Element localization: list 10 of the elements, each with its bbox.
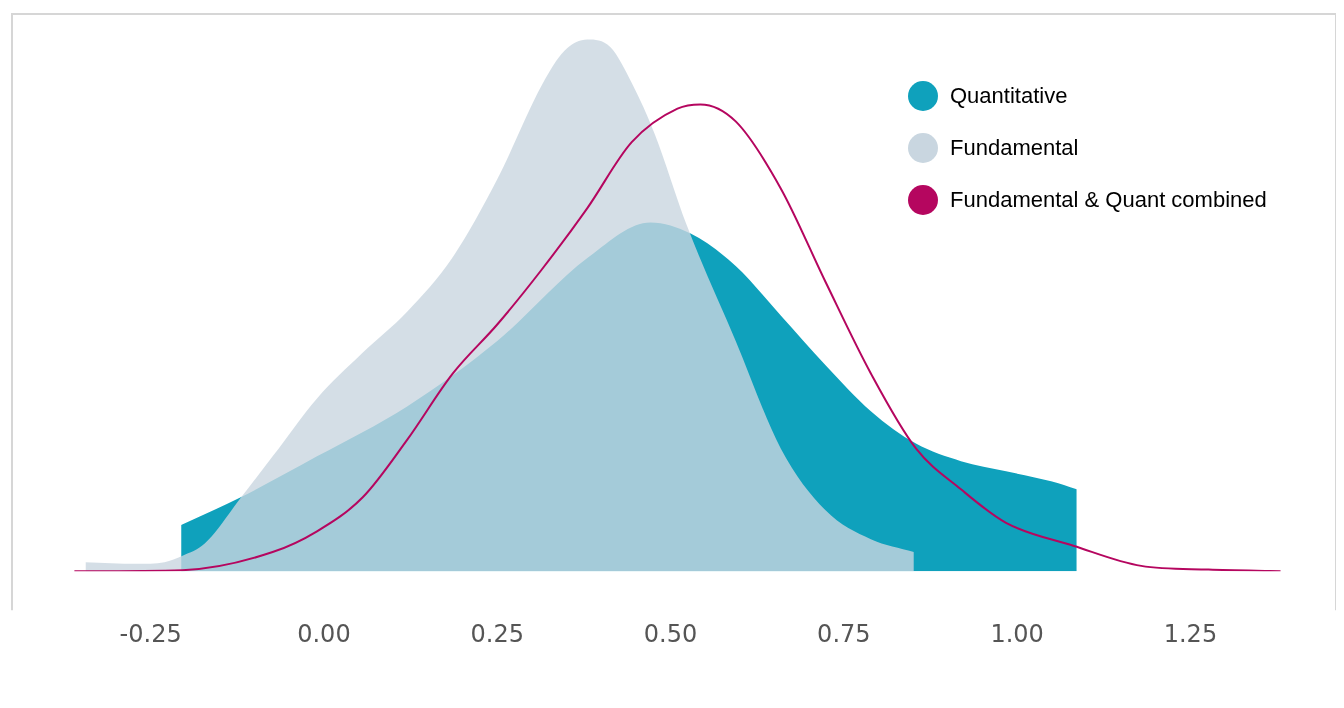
x-tick-label: 0.25: [470, 619, 524, 648]
legend-label: Fundamental: [950, 135, 1079, 161]
x-tick-label: 1.00: [990, 619, 1044, 648]
legend-label: Quantitative: [950, 83, 1068, 109]
x-tick-label: 0.50: [643, 619, 698, 648]
x-tick-label: 0.75: [817, 619, 871, 648]
x-tick-label: -0.25: [119, 619, 182, 648]
legend-label: Fundamental & Quant combined: [950, 187, 1267, 213]
x-tick-label: 1.25: [1163, 619, 1218, 648]
x-tick-label: 0.00: [297, 619, 351, 648]
